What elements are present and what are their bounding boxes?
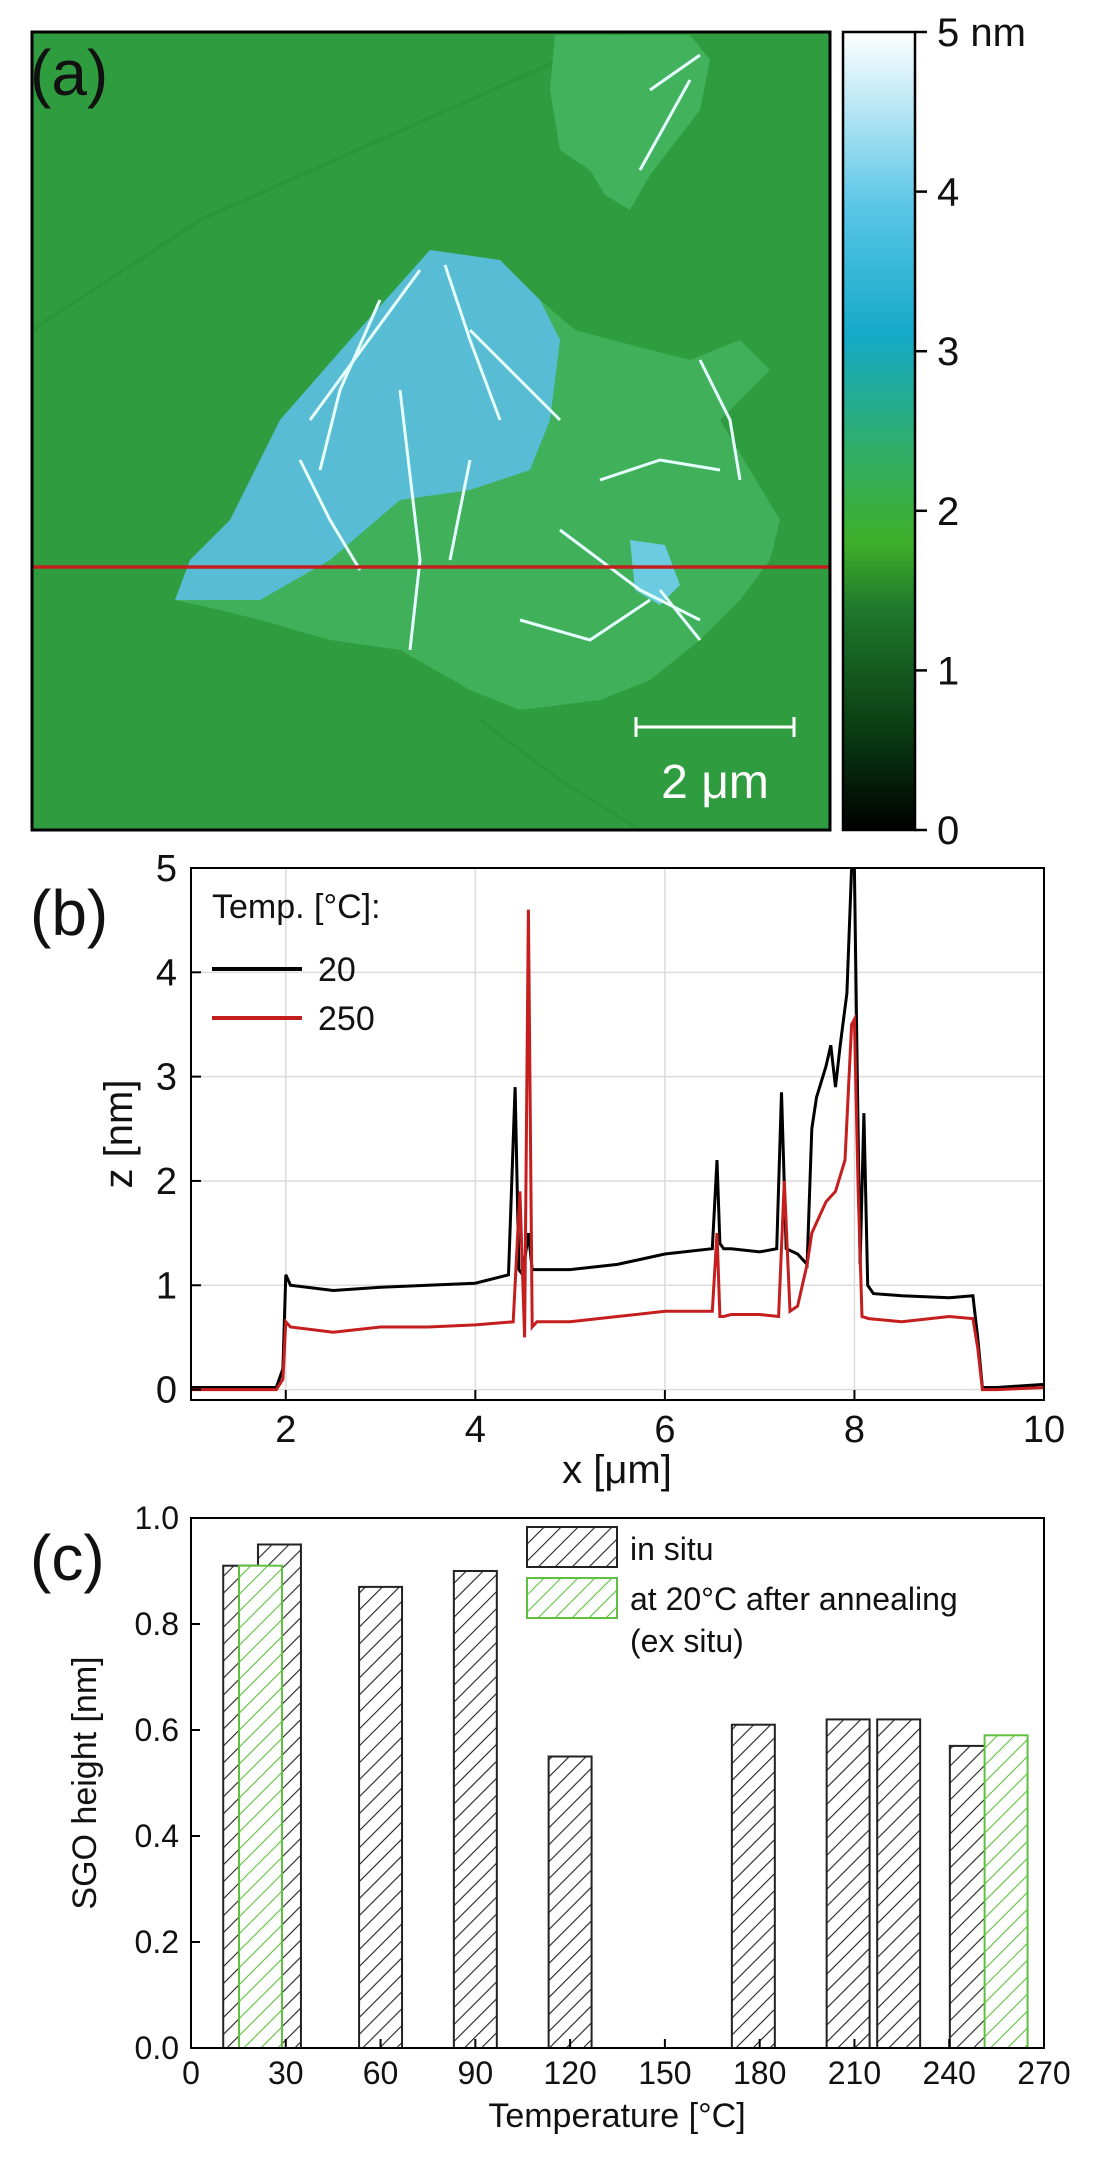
x-tick-label: 150 [638,2055,691,2091]
x-tick-label: 2 [275,1409,296,1451]
afm-wrinkles [298,53,742,651]
profile-ticks: 2 4 6 8 10 0 1 2 3 4 5 [156,848,1065,1451]
colorbar-tick-label: 4 [937,171,959,215]
legend-label-250: 250 [318,1000,375,1038]
x-tick-label: 0 [182,2055,200,2091]
x-tick-label: 120 [543,2055,596,2091]
legend-label-in-situ: in situ [630,1531,714,1567]
x-tick-label: 4 [465,1409,486,1451]
bar-y-axis-label: SGO height [nm] [66,1656,104,1909]
bar-in-situ [730,1723,776,2049]
x-tick-label: 90 [458,2055,494,2091]
bar-ex-situ [983,1734,1029,2050]
afm-terrace-edge [479,718,641,830]
x-tick-label: 270 [1017,2055,1070,2091]
bar-chart-ticks: 0 30 60 90 120 150 180 210 240 270 0.0 0.2 0.4 0.6 0.8… [135,1500,1071,2091]
panel-label-b: (b) [30,877,108,949]
panel-label-c: (c) [30,1522,105,1594]
series-line-250 [191,909,1044,1392]
x-tick-label: 60 [363,2055,399,2091]
profile-legend: Temp. [°C]: 20 250 [212,888,381,1038]
x-tick-label: 210 [828,2055,881,2091]
profile-chart: 2 4 6 8 10 0 1 2 3 4 5 x [μm] z [nm] (b) Temp. [°C… [30,848,1065,1492]
x-tick-label: 180 [733,2055,786,2091]
x-tick-label: 30 [268,2055,304,2091]
colorbar-ticks: 0 1 2 3 4 5 nm [915,11,1026,853]
y-tick-label: 2 [156,1161,177,1203]
bar-group [222,1543,1029,2050]
legend-label-ex-situ: at 20°C after annealing [630,1581,958,1617]
y-tick-label: 3 [156,1057,177,1099]
afm-frame [30,30,832,832]
height-bar-chart: 0 30 60 90 120 150 180 210 240 270 0.0 0.2 0.4 0.6 0.8… [30,1500,1071,2135]
y-tick-label: 0.0 [135,2030,179,2066]
profile-y-axis-label: z [nm] [97,1080,141,1189]
x-tick-label: 10 [1023,1409,1065,1451]
scalebar-label: 2 μm [661,756,769,809]
y-tick-label: 0.2 [135,1924,179,1960]
profile-x-axis-label: x [μm] [562,1448,672,1492]
x-tick-label: 240 [923,2055,976,2091]
afm-flake-small [550,35,710,210]
legend-label-20: 20 [318,951,356,989]
colorbar [841,30,917,832]
y-tick-label: 1 [156,1265,177,1307]
legend-swatch-ex-situ [526,1577,618,1619]
legend-title: Temp. [°C]: [212,888,381,926]
bar-in-situ [547,1755,593,2049]
bar-in-situ [876,1718,922,2050]
legend-label-ex-situ-line2: (ex situ) [630,1623,744,1659]
bar-chart-frame [190,1517,1045,2049]
bar-legend: in situ at 20°C after annealing (ex situ… [526,1526,958,1659]
y-tick-label: 1.0 [135,1500,179,1536]
bar-x-axis-label: Temperature [°C] [488,2097,745,2135]
y-tick-label: 0.6 [135,1712,179,1748]
colorbar-tick-label: 3 [937,330,959,374]
x-tick-label: 8 [844,1409,865,1451]
legend-swatch-in-situ [526,1526,618,1568]
bar-in-situ [825,1718,871,2050]
colorbar-tick-label: 0 [937,809,959,853]
bar-in-situ [452,1570,498,2049]
series-line-20 [191,868,1044,1389]
y-tick-label: 0 [156,1370,177,1412]
afm-panel: 2 μm (a) 0 1 2 3 4 5 nm [30,11,1026,853]
afm-flake-bilayer [175,250,560,600]
y-tick-label: 0.8 [135,1606,179,1642]
colorbar-tick-label: 2 [937,490,959,534]
x-tick-label: 6 [654,1409,675,1451]
panel-label-a: (a) [30,37,108,109]
y-tick-label: 5 [156,848,177,890]
y-tick-label: 0.4 [135,1818,179,1854]
y-tick-label: 4 [156,952,177,994]
bar-in-situ [358,1585,404,2050]
bar-ex-situ [238,1564,283,2049]
colorbar-tick-label: 5 nm [937,11,1026,55]
colorbar-tick-label: 1 [937,649,959,693]
profile-frame [190,867,1045,1401]
afm-flake-patch [630,540,680,605]
